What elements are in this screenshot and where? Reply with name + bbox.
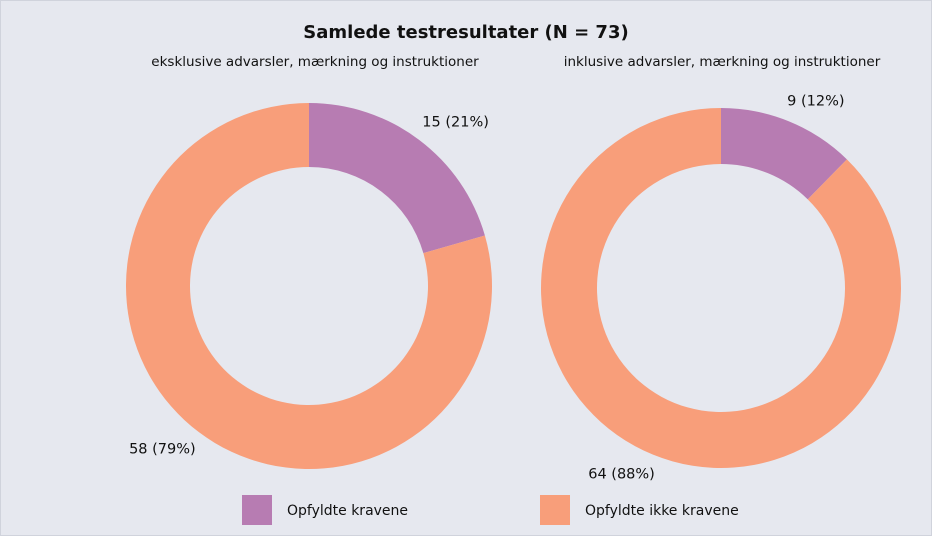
legend-label: Opfyldte kravene bbox=[287, 503, 408, 519]
legend-swatch bbox=[242, 495, 272, 525]
donut-segment bbox=[125, 103, 492, 470]
data-label: 9 (12%) bbox=[787, 93, 844, 109]
chart-subtitle: eksklusive advarsler, mærkning og instru… bbox=[151, 54, 479, 70]
chart-subtitle: inklusive advarsler, mærkning og instruk… bbox=[564, 54, 881, 70]
donut-segment bbox=[541, 108, 901, 468]
donut-segment bbox=[721, 108, 847, 200]
legend-label: Opfyldte ikke kravene bbox=[585, 503, 739, 519]
data-label: 15 (21%) bbox=[422, 114, 489, 130]
legend-swatch bbox=[540, 495, 570, 525]
chart-title: Samlede testresultater (N = 73) bbox=[303, 22, 628, 43]
data-label: 64 (88%) bbox=[588, 467, 655, 483]
data-label: 58 (79%) bbox=[129, 442, 196, 458]
donut-segment bbox=[309, 103, 485, 254]
